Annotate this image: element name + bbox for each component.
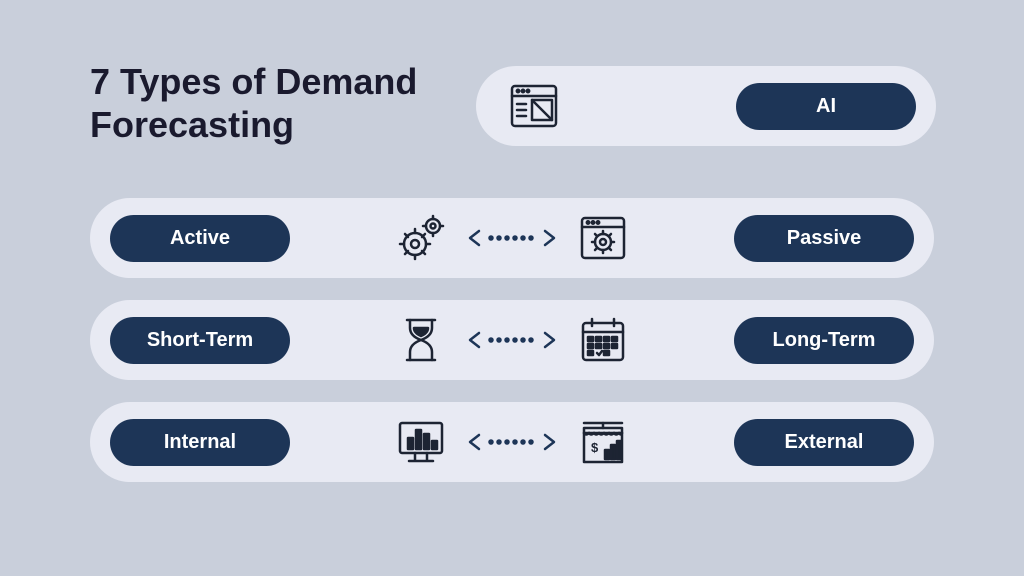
arrow-connector (467, 330, 557, 350)
page-title: 7 Types of Demand Forecasting (90, 60, 490, 146)
row-ai: AI (476, 66, 936, 146)
ai-window-icon (506, 78, 562, 134)
pill-passive: Passive (734, 215, 914, 262)
storefront-chart-icon: $ (575, 414, 631, 470)
pill-long-term: Long-Term (734, 317, 914, 364)
pill-active: Active (110, 215, 290, 262)
pill-internal: Internal (110, 419, 290, 466)
svg-text:$: $ (591, 440, 599, 455)
pill-ai: AI (736, 83, 916, 130)
monitor-chart-icon (393, 414, 449, 470)
gears-icon (393, 210, 449, 266)
gear-window-icon (575, 210, 631, 266)
arrow-connector (467, 228, 557, 248)
row-active-passive: Active (90, 198, 934, 278)
pill-short-term: Short-Term (110, 317, 290, 364)
row-internal-external: Internal (90, 402, 934, 482)
row-short-long: Short-Term (90, 300, 934, 380)
rows-wrapper: AI Active (90, 176, 934, 482)
hourglass-icon (393, 312, 449, 368)
arrow-connector (467, 432, 557, 452)
calendar-icon (575, 312, 631, 368)
pill-external: External (734, 419, 914, 466)
